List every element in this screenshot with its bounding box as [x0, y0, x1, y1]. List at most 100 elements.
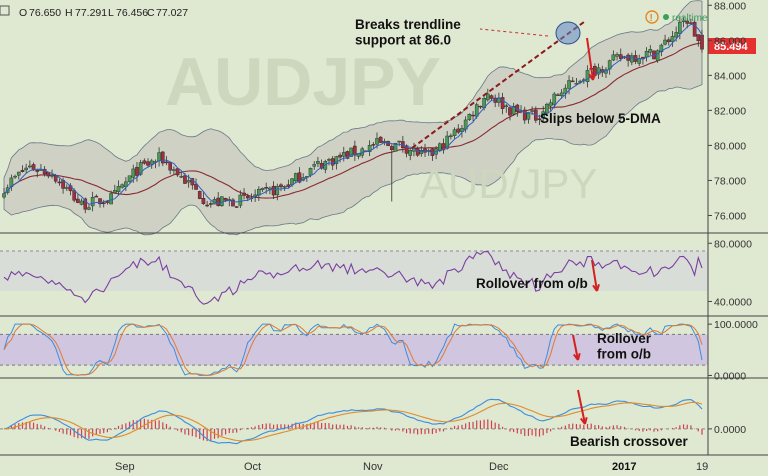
candle — [563, 87, 568, 94]
candle — [537, 118, 542, 120]
candle — [64, 187, 69, 189]
candle — [489, 95, 494, 99]
candle — [689, 22, 693, 24]
candle — [316, 161, 320, 164]
candle — [570, 80, 575, 83]
candle — [375, 138, 379, 145]
candle — [124, 181, 128, 187]
candle — [28, 165, 32, 168]
arrow-price — [586, 37, 594, 81]
candle — [341, 152, 346, 157]
last-price-value: 85.494 — [714, 41, 749, 53]
candle — [334, 156, 339, 165]
y-tick-label: 80.0000 — [714, 238, 752, 250]
candle — [648, 49, 653, 53]
candle — [655, 50, 660, 61]
arrow-macd — [577, 389, 586, 425]
stoch-d-line — [3, 323, 703, 376]
stoch-band — [0, 334, 708, 366]
candle — [194, 183, 198, 190]
candle — [449, 135, 453, 138]
candle — [201, 198, 206, 204]
candle — [467, 114, 472, 120]
candle — [604, 69, 608, 74]
candle — [87, 207, 91, 210]
candle — [367, 145, 372, 152]
candle — [408, 150, 413, 156]
candle — [615, 54, 619, 57]
ohlc-open-label: O — [19, 7, 27, 19]
candle — [500, 97, 505, 109]
candle — [275, 186, 280, 196]
x-label-2017: 2017 — [612, 461, 636, 473]
candle — [312, 164, 317, 167]
y-tick-label: 78.000 — [714, 175, 746, 187]
candle — [389, 146, 394, 150]
candle — [692, 21, 697, 37]
candle — [50, 175, 54, 177]
arrow-stoch — [572, 334, 579, 361]
realtime-label: realtime — [672, 13, 708, 24]
candle — [437, 143, 442, 152]
x-label-sep: Sep — [115, 461, 135, 473]
candle — [35, 170, 40, 172]
candle — [327, 159, 331, 161]
candle — [131, 168, 136, 178]
candle — [282, 186, 287, 188]
candle — [120, 184, 124, 188]
annotation-trendline: Breaks trendline support at 86.0 — [355, 17, 461, 48]
x-label-19: 19 — [696, 461, 708, 473]
candle — [522, 109, 527, 121]
candle — [526, 112, 531, 120]
ohlc-close: 77.027 — [156, 7, 188, 19]
candle — [559, 92, 564, 96]
x-label-dec: Dec — [489, 461, 509, 473]
alert-glyph: ! — [650, 13, 653, 24]
candle — [371, 144, 376, 146]
candle — [116, 186, 121, 193]
annotation-macd: Bearish crossover — [570, 434, 689, 449]
candle — [245, 195, 250, 199]
candle — [663, 39, 667, 45]
candle — [209, 203, 213, 205]
alert-icon[interactable] — [645, 10, 659, 24]
candle — [378, 136, 383, 143]
candle — [161, 151, 165, 164]
candle — [585, 70, 590, 82]
candle — [552, 93, 557, 105]
candle — [297, 172, 302, 183]
ohlc-high-label: H — [65, 7, 73, 19]
candle — [508, 107, 512, 116]
candle — [626, 54, 630, 61]
candle — [681, 20, 686, 23]
realtime-dot-icon — [663, 14, 669, 20]
y-tick-label: 86.000 — [714, 35, 746, 47]
candle — [404, 145, 409, 154]
candle — [164, 161, 169, 164]
candle — [157, 152, 161, 162]
macd-line — [3, 398, 703, 445]
candle — [386, 141, 390, 146]
candle — [146, 161, 150, 166]
candle — [57, 181, 62, 184]
collapse-toggle-icon[interactable] — [0, 5, 10, 16]
price-panel — [2, 0, 704, 236]
arrow-stoch-head — [572, 352, 581, 361]
candle — [238, 194, 243, 206]
last-price-tag — [708, 38, 756, 54]
candle — [456, 128, 461, 133]
arrow-rsi — [591, 259, 598, 292]
candle — [397, 140, 401, 143]
macd-panel — [0, 398, 708, 445]
candle — [127, 175, 132, 183]
annotation-line: support at 86.0 — [355, 33, 451, 48]
candle — [556, 94, 560, 96]
candle — [445, 135, 449, 149]
candle — [548, 102, 553, 107]
candle — [511, 105, 516, 115]
candle — [79, 200, 84, 205]
candle — [135, 167, 139, 176]
candle — [504, 105, 509, 108]
candle — [175, 168, 180, 176]
candle — [168, 162, 172, 171]
